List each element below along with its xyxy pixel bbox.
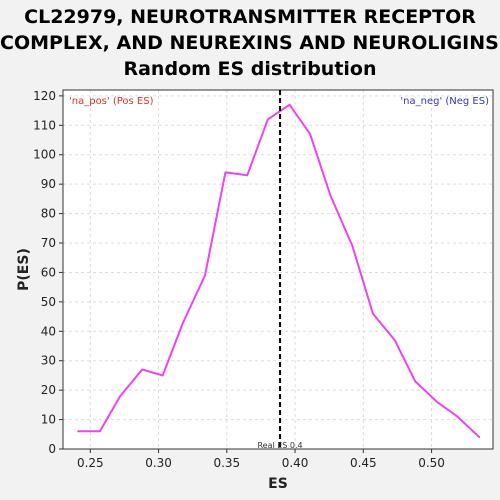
data-point [161,374,164,377]
pos-es-annotation: 'na_pos' (Pos ES) [69,96,154,107]
plot-area [63,90,493,449]
y-tick-label: 70 [41,236,56,250]
y-tick-label: 100 [33,148,56,162]
data-point [414,380,416,383]
data-point [77,430,79,433]
y-tick-label: 30 [41,354,56,368]
data-point [309,133,311,135]
y-tick-label: 0 [48,442,56,456]
data-point [372,312,374,315]
data-point [182,321,184,324]
y-tick-label: 20 [41,383,56,397]
data-point [288,103,291,106]
data-point [393,339,396,341]
data-point [99,430,101,433]
data-point [246,174,249,177]
data-point [478,436,481,439]
y-tick-label: 60 [41,265,56,279]
x-tick-label: 0.30 [145,456,172,470]
series-line [78,103,480,438]
data-point [329,195,332,197]
y-tick-label: 50 [41,295,56,309]
chart-title: CL22979, NEUROTRANSMITTER RECEPTOR COMPL… [0,4,500,82]
title-line-3: Random ES distribution [123,58,377,80]
x-tick-label: 0.40 [282,456,309,470]
real-es-label: Real ES 0.4 [257,441,302,450]
y-tick-label: 90 [41,177,56,191]
data-point [119,395,122,397]
title-line-1: CL22979, NEUROTRANSMITTER RECEPTOR [24,6,476,28]
x-tick-label: 0.25 [77,456,104,470]
plot-frame [62,89,494,450]
data-point [436,401,438,403]
data-point [351,245,354,247]
x-tick-label: 0.50 [418,456,445,470]
y-tick-label: 40 [41,324,56,338]
data-point [141,368,143,371]
y-tick-label: 80 [41,207,56,221]
y-tick-label: 10 [41,413,56,427]
y-tick-label: 110 [33,118,56,132]
data-point [266,118,269,121]
data-point [204,274,206,277]
neg-es-annotation: 'na_neg' (Neg ES) [400,96,489,107]
data-point [224,171,227,174]
x-tick-label: 0.35 [213,456,240,470]
x-axis-label: ES [268,476,288,492]
y-axis-label: P(ES) [16,248,32,291]
data-point [456,415,459,418]
y-tick-label: 120 [33,89,56,103]
x-tick-label: 0.45 [350,456,377,470]
title-line-2: COMPLEX, AND NEUREXINS AND NEUROLIGINS: [0,32,500,54]
